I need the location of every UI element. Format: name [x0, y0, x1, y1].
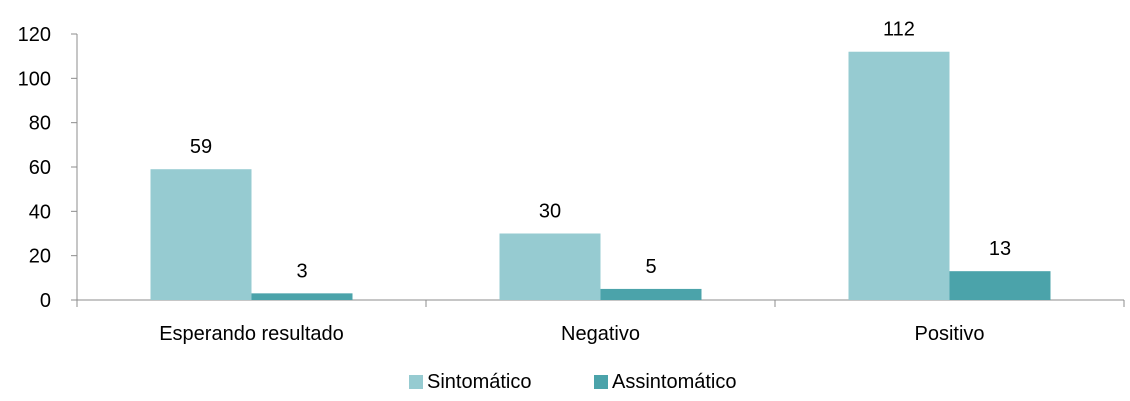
x-tick-label: Positivo [914, 323, 984, 345]
legend-swatch [409, 375, 423, 389]
bar [499, 233, 601, 300]
data-label: 112 [883, 19, 915, 41]
bar [949, 271, 1051, 300]
legend-swatch [594, 375, 608, 389]
y-tick-label: 120 [18, 24, 51, 46]
y-tick-label: 20 [29, 246, 51, 268]
legend-label: Assintomático [612, 371, 737, 393]
y-tick-label: 60 [29, 157, 51, 179]
data-label: 30 [539, 201, 561, 223]
x-tick-label: Esperando resultado [159, 323, 344, 345]
bar [848, 51, 950, 300]
axes-layer: 0 20 40 60 80 100 120 Esperando resultado Negati… [18, 24, 1125, 345]
data-label: 13 [989, 238, 1011, 260]
bar [251, 293, 353, 300]
y-tick-label: 0 [40, 290, 51, 312]
x-tick-label: Negativo [561, 323, 640, 345]
data-label: 3 [296, 260, 307, 282]
legend-label: Sintomático [427, 371, 532, 393]
bar [150, 169, 252, 300]
bar [600, 288, 702, 300]
y-tick-label: 80 [29, 113, 51, 135]
data-label: 59 [190, 136, 212, 158]
data-labels-layer: 59 3 30 5 112 13 [190, 19, 1011, 283]
y-tick-label: 100 [18, 68, 51, 90]
legend: Sintomático Assintomático [409, 371, 737, 393]
bars-layer [150, 51, 1051, 300]
data-label: 5 [645, 256, 656, 278]
y-tick-label: 40 [29, 201, 51, 223]
